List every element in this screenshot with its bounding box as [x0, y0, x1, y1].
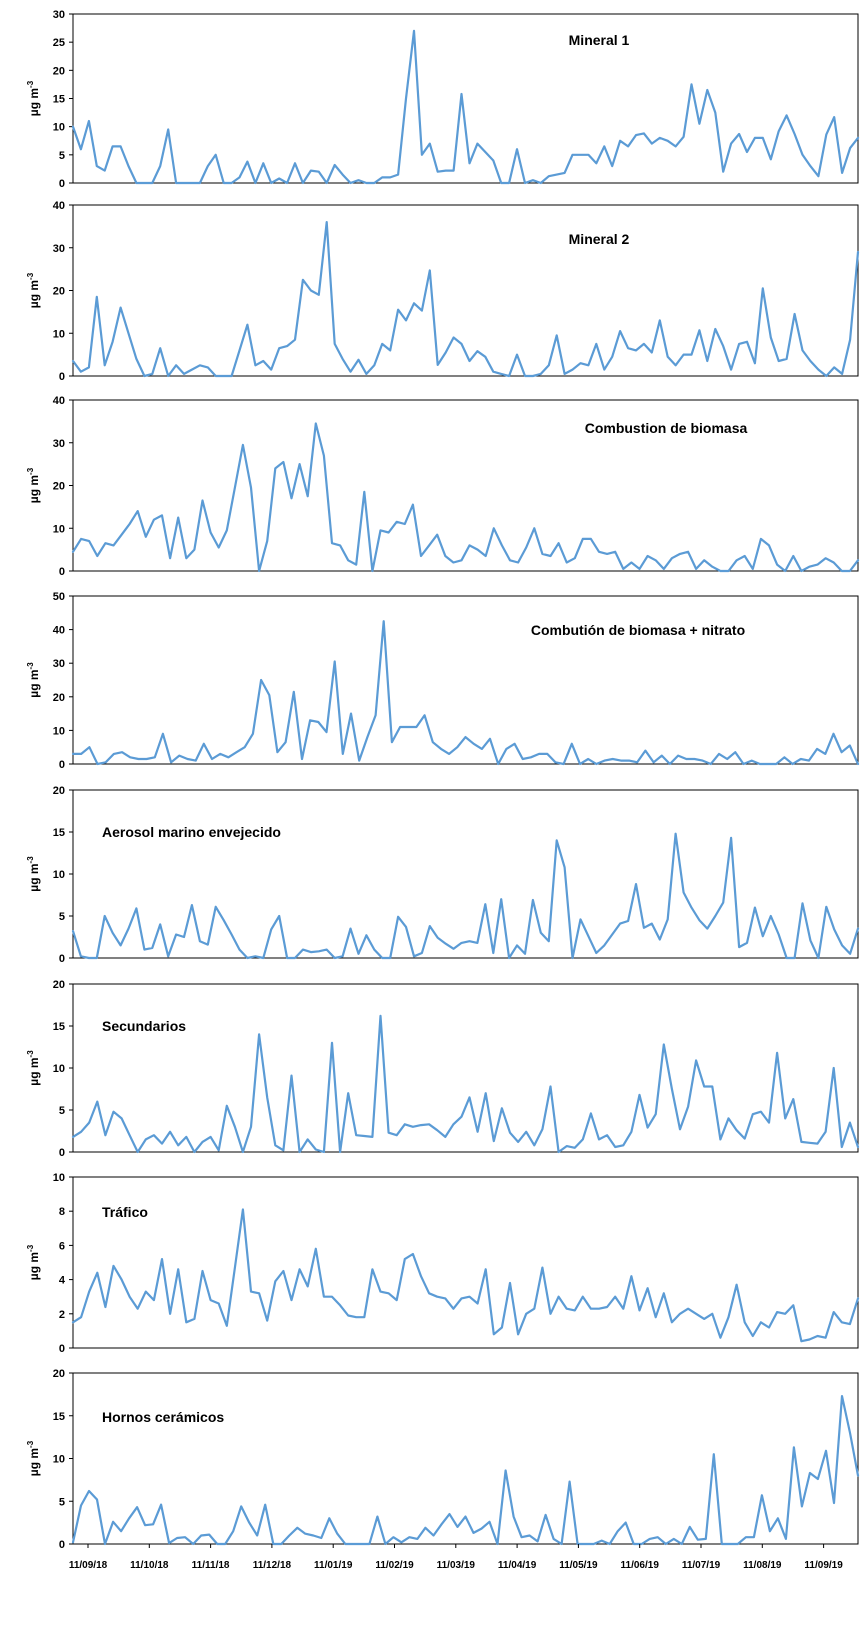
y-tick-label: 20: [53, 979, 65, 991]
y-tick-label: 4: [59, 1275, 66, 1287]
y-axis-label: µg m-3: [26, 662, 41, 698]
plot-frame: [72, 1176, 859, 1349]
y-tick-label: 0: [59, 1147, 65, 1159]
y-tick-label: 0: [59, 1343, 65, 1355]
y-tick-label: 0: [59, 953, 65, 965]
y-tick-label: 10: [53, 1172, 65, 1184]
y-tick-label: 5: [59, 1496, 65, 1508]
y-axis-label: µg m-3: [26, 467, 41, 503]
x-tick-label: 11/12/18: [253, 1560, 292, 1571]
y-tick-label: 0: [59, 566, 65, 578]
y-tick-label: 10: [53, 328, 65, 340]
y-axis-label: µg m-3: [26, 272, 41, 308]
y-tick-label: 20: [53, 286, 65, 298]
y-axis-label: µg m-3: [26, 856, 41, 892]
y-tick-label: 40: [53, 395, 65, 407]
panel-title: Hornos cerámicos: [102, 1409, 224, 1425]
chart-panel-4: 0 10 20 30 40 50 µg m-3 Combutión de biomasa + …: [26, 591, 860, 771]
x-tick-label: 11/03/19: [437, 1560, 476, 1571]
series-line: [71, 1394, 860, 1546]
chart-panel-2: 0 10 20 30 40 µg m-3 Mineral 2: [26, 200, 860, 383]
series-line: [71, 832, 860, 960]
chart-panel-6: 0 5 10 15 20 µg m-3 Secundarios: [26, 979, 860, 1159]
series-line: [71, 1208, 860, 1343]
y-tick-label: 15: [53, 827, 65, 839]
y-tick-label: 5: [59, 1105, 65, 1117]
chart-panel-7: 0 2 4 6 8 10 µg m-3 Tráfico: [26, 1172, 860, 1355]
panel-title: Mineral 1: [569, 32, 630, 48]
chart-panel-1: 0 5 10 15 20 25 30 µg m-3 Mineral 1: [26, 9, 860, 190]
y-tick-label: 30: [53, 243, 65, 255]
y-tick-label: 10: [53, 1063, 65, 1075]
plot-frame: [72, 13, 859, 184]
y-tick-label: 30: [53, 658, 65, 670]
chart-panel-8: 0 5 10 15 20 µg m-3 Hornos cerámicos: [26, 1368, 860, 1551]
panel-title: Combutión de biomasa + nitrato: [531, 622, 745, 638]
y-tick-label: 0: [59, 371, 65, 383]
x-tick-label: 11/08/19: [743, 1560, 782, 1571]
y-tick-label: 5: [59, 150, 65, 162]
chart-panel-5: 0 5 10 15 20 µg m-3 Aerosol marino envejecido: [26, 785, 860, 965]
x-axis: 11/09/18 11/10/18 11/11/18 11/12/18 11/01/19…: [69, 1544, 843, 1571]
y-tick-label: 20: [53, 692, 65, 704]
y-axis-label: µg m-3: [26, 1440, 41, 1476]
y-tick-label: 20: [53, 481, 65, 493]
series-line: [71, 1014, 860, 1154]
plot-frame: [72, 595, 859, 765]
x-tick-label: 11/02/19: [375, 1560, 414, 1571]
y-tick-label: 6: [59, 1240, 65, 1252]
plot-frame: [72, 789, 859, 959]
x-tick-label: 11/09/18: [69, 1560, 108, 1571]
series-line: [71, 620, 860, 766]
y-tick-label: 50: [53, 591, 65, 603]
y-axis-label: µg m-3: [26, 1244, 41, 1280]
series-line: [71, 221, 860, 378]
panel-title: Aerosol marino envejecido: [102, 824, 281, 840]
y-tick-label: 20: [53, 65, 65, 77]
y-tick-label: 40: [53, 200, 65, 212]
x-tick-label: 11/06/19: [621, 1560, 660, 1571]
plot-frame: [72, 983, 859, 1153]
y-tick-label: 15: [53, 1411, 65, 1423]
y-tick-label: 40: [53, 625, 65, 637]
y-axis-label: µg m-3: [26, 80, 41, 116]
y-tick-label: 10: [53, 523, 65, 535]
y-tick-label: 15: [53, 1021, 65, 1033]
y-tick-label: 8: [59, 1206, 65, 1218]
y-tick-label: 30: [53, 9, 65, 21]
y-tick-label: 10: [53, 869, 65, 881]
x-tick-label: 11/04/19: [498, 1560, 537, 1571]
series-line: [71, 422, 860, 573]
y-tick-label: 25: [53, 37, 65, 49]
panel-title: Tráfico: [102, 1204, 148, 1220]
x-tick-label: 11/05/19: [559, 1560, 598, 1571]
y-tick-label: 0: [59, 178, 65, 190]
panel-title: Mineral 2: [569, 231, 630, 247]
y-tick-label: 20: [53, 1368, 65, 1380]
y-tick-label: 15: [53, 94, 65, 106]
y-tick-label: 0: [59, 759, 65, 771]
x-tick-label: 11/11/18: [192, 1560, 230, 1571]
y-tick-label: 10: [53, 725, 65, 737]
y-tick-label: 10: [53, 122, 65, 134]
y-tick-label: 20: [53, 785, 65, 797]
chart-panel-3: 0 10 20 30 40 µg m-3 Combustion de biomasa: [26, 395, 860, 578]
panel-title: Combustion de biomasa: [585, 420, 748, 436]
x-tick-label: 11/09/19: [804, 1560, 843, 1571]
y-axis-label: µg m-3: [26, 1050, 41, 1086]
x-tick-label: 11/10/18: [130, 1560, 169, 1571]
y-tick-label: 30: [53, 438, 65, 450]
y-tick-label: 10: [53, 1454, 65, 1466]
y-tick-label: 5: [59, 911, 65, 923]
y-tick-label: 2: [59, 1309, 65, 1321]
y-tick-label: 0: [59, 1539, 65, 1551]
x-tick-label: 11/07/19: [682, 1560, 721, 1571]
panel-title: Secundarios: [102, 1018, 186, 1034]
series-line: [71, 29, 860, 185]
x-tick-label: 11/01/19: [314, 1560, 353, 1571]
